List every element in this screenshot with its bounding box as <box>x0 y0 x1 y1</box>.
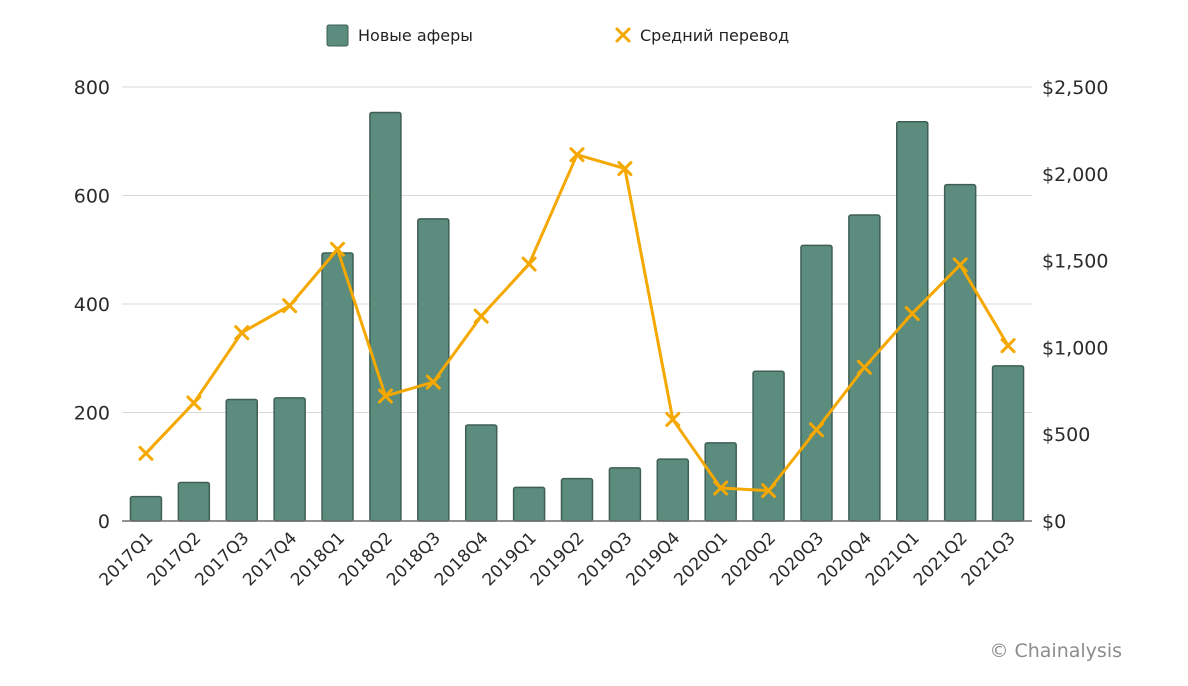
bar-2021Q3 <box>991 365 1025 522</box>
bar-2020Q2 <box>752 370 785 522</box>
line-series <box>138 147 1016 499</box>
bar-2020Q3 <box>800 244 833 522</box>
chart-legend: Новые аферы Средний перевод <box>326 24 789 47</box>
y-right-tick-label: $1,500 <box>1042 251 1108 273</box>
bar-2019Q1 <box>512 486 546 522</box>
line-marker-2017Q4 <box>282 298 298 314</box>
x-tick-label: 2021Q3 <box>958 528 1020 590</box>
line-marker-2019Q1 <box>521 256 537 272</box>
bar-2018Q1 <box>321 252 354 522</box>
bar-2018Q4 <box>464 424 498 522</box>
y-left-tick-label: 400 <box>74 294 110 316</box>
line-marker-2018Q1 <box>330 241 346 257</box>
line-marker-2020Q3 <box>808 422 824 438</box>
legend-line-label: Средний перевод <box>640 26 789 45</box>
bar-2019Q3 <box>608 467 642 522</box>
y-right-tick-label: $2,000 <box>1042 164 1108 186</box>
bar-2020Q1 <box>704 442 737 522</box>
x-axis-labels: 2017Q12017Q22017Q32017Q42018Q12018Q22018… <box>96 528 1020 590</box>
line-marker-2018Q2 <box>377 388 393 404</box>
legend-bar-label: Новые аферы <box>358 26 473 45</box>
y-axis-right-labels: $0 $500 $1,000 $1,500 $2,000 $2,500 <box>1042 77 1108 533</box>
line-marker-2021Q3 <box>1000 338 1016 354</box>
line-marker-2018Q4 <box>473 308 489 324</box>
bar-2017Q4 <box>273 397 306 522</box>
chainalysis-watermark: © Chainalysis <box>989 640 1122 662</box>
bar-2019Q2 <box>560 477 594 522</box>
line-marker-2020Q4 <box>856 359 872 375</box>
bar-2017Q2 <box>177 481 211 522</box>
line-marker-2017Q3 <box>234 325 250 341</box>
bar-2021Q1 <box>896 120 929 522</box>
line-marker-2021Q1 <box>904 306 920 322</box>
y-right-tick-label: $2,500 <box>1042 77 1108 99</box>
bar-2019Q4 <box>656 458 690 522</box>
bar-2018Q2 <box>369 111 402 522</box>
gridlines <box>122 86 1032 413</box>
y-left-tick-label: 0 <box>98 511 110 533</box>
line-marker-2019Q4 <box>665 411 681 427</box>
legend-line-swatch <box>615 27 631 43</box>
bar-2018Q3 <box>417 218 450 522</box>
y-left-tick-label: 600 <box>74 186 110 208</box>
y-right-tick-label: $500 <box>1042 424 1090 446</box>
line-marker-2017Q1 <box>138 445 154 461</box>
line-marker-2021Q2 <box>952 257 968 273</box>
line-marker-2019Q3 <box>617 161 633 177</box>
line-marker-2017Q2 <box>186 395 202 411</box>
bar-2017Q3 <box>225 398 258 522</box>
bars <box>129 111 1025 522</box>
line-marker-2019Q2 <box>569 147 585 163</box>
y-right-tick-label: $1,000 <box>1042 337 1108 359</box>
legend-bar-swatch <box>326 24 349 47</box>
bar-2017Q1 <box>129 495 163 522</box>
line-marker-2020Q2 <box>761 483 777 499</box>
y-left-tick-label: 800 <box>74 77 110 99</box>
line-marker-2020Q1 <box>713 480 729 496</box>
y-left-tick-label: 200 <box>74 403 110 425</box>
y-right-tick-label: $0 <box>1042 511 1066 533</box>
bar-2021Q2 <box>943 183 977 522</box>
line-marker-2018Q3 <box>425 374 441 390</box>
y-axis-left-labels: 0 200 400 600 800 <box>74 77 110 533</box>
